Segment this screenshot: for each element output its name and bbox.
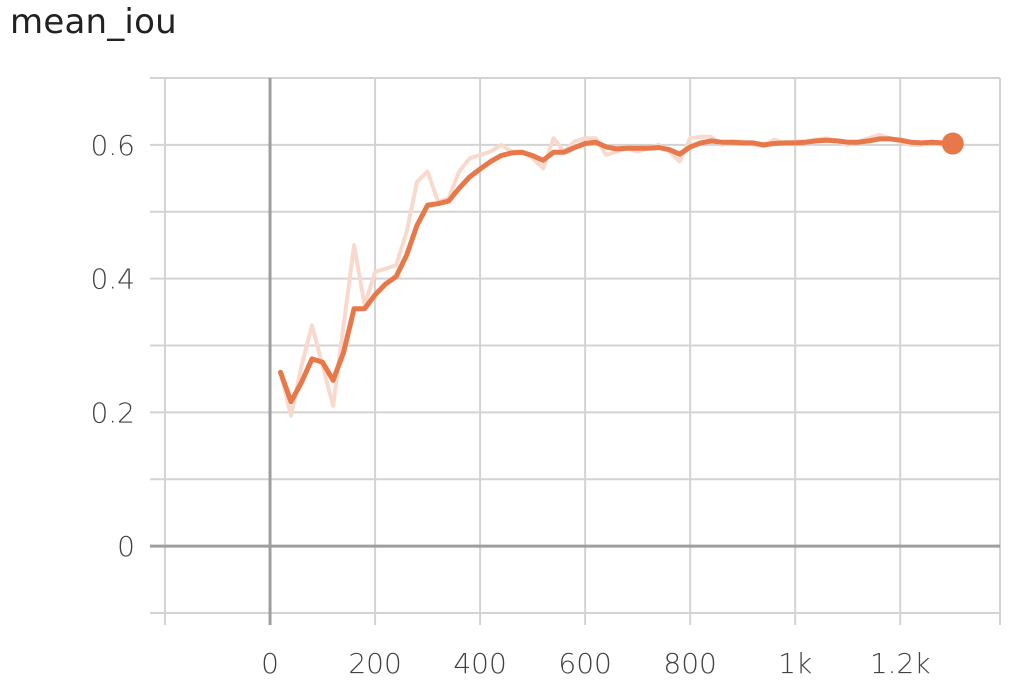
y-tick-label: 0 bbox=[117, 530, 135, 563]
y-tick-label: 0.4 bbox=[90, 263, 135, 296]
x-tick-label: 1k bbox=[778, 647, 812, 680]
x-tick-label: 0 bbox=[261, 647, 279, 680]
y-tick-label: 0.2 bbox=[90, 396, 135, 429]
last-point-marker bbox=[941, 132, 964, 155]
y-tick-label: 0.6 bbox=[90, 129, 135, 162]
chart-title: mean_iou bbox=[10, 2, 177, 42]
x-tick-label: 800 bbox=[663, 647, 716, 680]
x-tick-label: 400 bbox=[453, 647, 506, 680]
x-tick-label: 1.2k bbox=[870, 647, 931, 680]
raw-series-line bbox=[278, 132, 955, 418]
smoothed-series-line bbox=[278, 136, 956, 405]
x-tick-label: 600 bbox=[558, 647, 611, 680]
x-tick-label: 200 bbox=[348, 647, 401, 680]
